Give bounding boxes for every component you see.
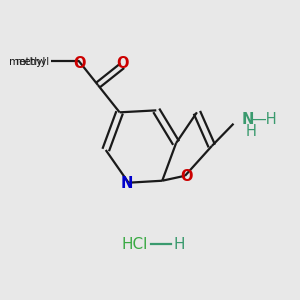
Text: H: H: [245, 124, 256, 139]
Text: N: N: [242, 112, 254, 127]
Text: —H: —H: [251, 112, 277, 127]
Text: O: O: [73, 56, 86, 71]
Text: N: N: [120, 176, 133, 191]
Text: O: O: [116, 56, 129, 71]
Text: O: O: [180, 169, 192, 184]
Text: HCl: HCl: [122, 237, 148, 252]
Text: methyl: methyl: [9, 57, 45, 67]
Text: methyl: methyl: [15, 57, 49, 67]
Text: H: H: [173, 237, 184, 252]
